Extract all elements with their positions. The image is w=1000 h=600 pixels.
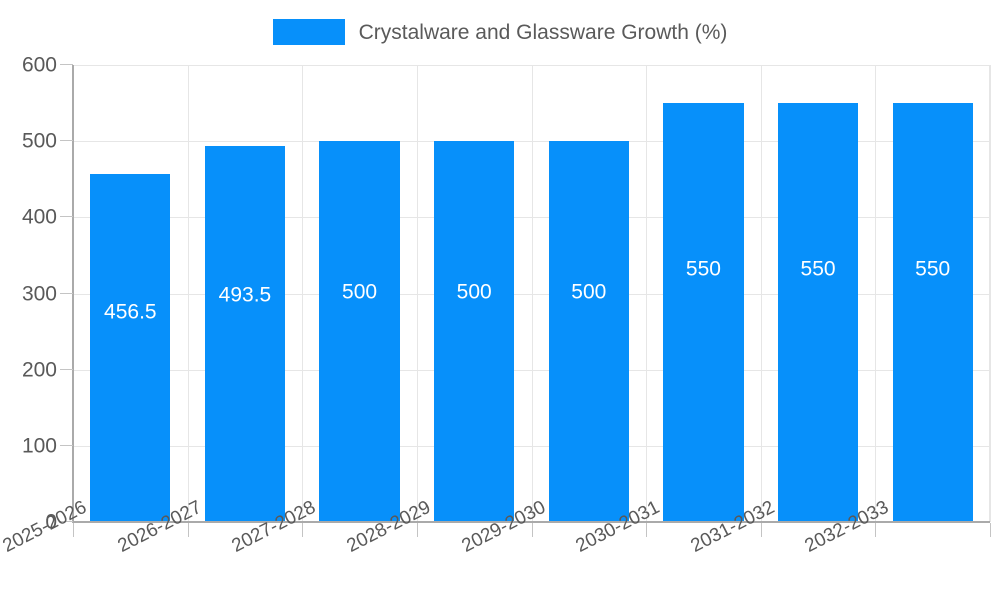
bar-value-label: 550 xyxy=(685,257,721,281)
y-tick-label: 200 xyxy=(21,358,57,382)
gridline-vertical xyxy=(531,65,533,522)
bar-value-label: 500 xyxy=(456,280,492,304)
x-tick-mark xyxy=(302,523,304,537)
bar[interactable] xyxy=(319,141,400,522)
chart-legend: Crystalware and Glassware Growth (%) xyxy=(0,12,1000,52)
x-tick-mark xyxy=(187,523,189,537)
bar[interactable] xyxy=(434,141,515,522)
legend-label[interactable]: Crystalware and Glassware Growth (%) xyxy=(358,20,728,44)
bar[interactable] xyxy=(548,141,629,522)
bar[interactable] xyxy=(777,103,859,522)
gridline-vertical xyxy=(416,65,418,522)
x-tick-mark xyxy=(646,523,648,537)
x-tick-mark xyxy=(990,523,991,537)
gridline-vertical xyxy=(302,65,304,522)
x-tick-mark xyxy=(875,523,877,537)
x-tick-label: 2025-2026 xyxy=(0,496,91,557)
gridline-vertical xyxy=(990,65,991,522)
bar[interactable] xyxy=(204,146,286,522)
bar-value-label: 550 xyxy=(915,257,951,281)
bar-value-label: 493.5 xyxy=(218,283,272,307)
x-tick-mark xyxy=(416,523,418,537)
x-axis-line xyxy=(73,521,990,523)
bar[interactable] xyxy=(892,103,973,522)
bar[interactable] xyxy=(90,174,171,522)
gridline-vertical xyxy=(760,65,762,522)
bar-value-label: 550 xyxy=(800,257,836,281)
gridline-vertical xyxy=(187,65,189,522)
y-tick-label: 600 xyxy=(21,53,57,77)
y-tick-label: 100 xyxy=(21,434,57,458)
x-tick-mark xyxy=(531,523,533,537)
gridline-vertical xyxy=(875,65,877,522)
plot-area: 456.5 493.5 500 500 500 550 550 550 xyxy=(73,65,991,523)
bar-value-label: 456.5 xyxy=(104,300,157,324)
y-tick-label: 400 xyxy=(21,205,57,229)
bar-value-label: 500 xyxy=(571,280,607,304)
x-tick-mark xyxy=(760,523,762,537)
gridline-vertical xyxy=(646,65,648,522)
y-axis-line xyxy=(72,65,74,523)
y-tick-label: 300 xyxy=(21,282,57,305)
bar[interactable] xyxy=(663,103,744,522)
y-tick-label: 500 xyxy=(21,129,57,153)
bar-value-label: 500 xyxy=(342,280,378,304)
legend-swatch-icon[interactable] xyxy=(272,19,345,45)
x-tick-mark xyxy=(73,523,74,537)
